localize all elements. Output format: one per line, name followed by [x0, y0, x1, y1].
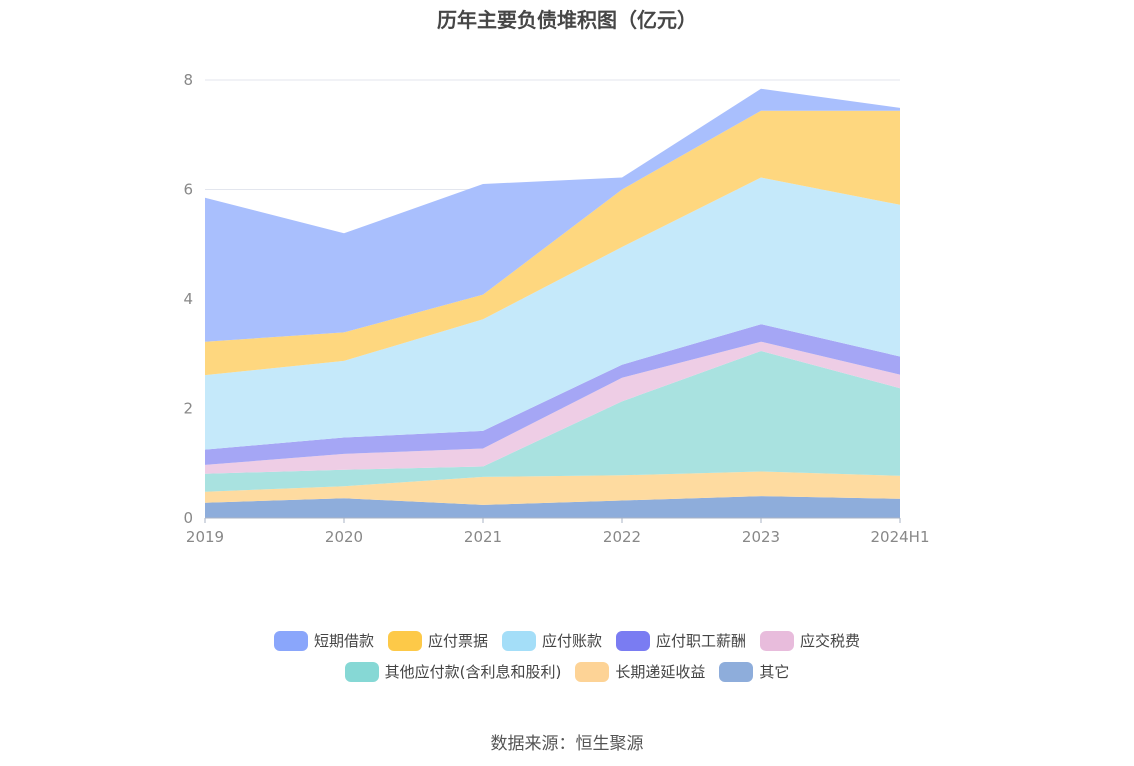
- legend-item[interactable]: 应付职工薪酬: [616, 630, 746, 651]
- legend-row: 短期借款 应付票据 应付账款 应付职工薪酬 应交税费: [0, 630, 1134, 651]
- area-series-5[interactable]: [205, 177, 900, 450]
- legend-label: 其他应付款(含利息和股利): [384, 663, 562, 681]
- legend-label: 应交税费: [800, 632, 861, 650]
- x-tick-label: 2019: [186, 528, 224, 546]
- x-axis: 2019 2020 2021 2022 2023 2024H1: [186, 517, 930, 546]
- legend-item[interactable]: 应交税费: [760, 630, 860, 651]
- legend-swatch: [387, 630, 422, 651]
- y-tick-label: 2: [183, 400, 193, 418]
- y-tick-label: 6: [183, 181, 193, 199]
- legend-item[interactable]: 其他应付款(含利息和股利): [344, 661, 562, 682]
- area-series-3[interactable]: [205, 341, 900, 474]
- y-tick-label: 0: [183, 509, 193, 527]
- legend-swatch: [616, 630, 650, 651]
- chart-legend: 短期借款 应付票据 应付账款 应付职工薪酬 应交税费 其他应付款(含利息和股利) 长期递延…: [0, 630, 1134, 692]
- legend-swatch: [501, 630, 536, 651]
- y-tick-label: 8: [183, 71, 193, 89]
- stacked-area-chart: 2019 2020 2021 2022 2023 2024H1 0 2 4 6 8: [183, 71, 930, 546]
- y-tick-label: 4: [183, 290, 193, 308]
- chart-title: 历年主要负债堆积图（亿元）: [437, 8, 697, 32]
- area-series-6[interactable]: [205, 110, 900, 376]
- legend-swatch: [575, 661, 610, 682]
- legend-item[interactable]: 短期借款: [273, 630, 374, 651]
- x-tick-label: 2021: [464, 528, 502, 546]
- x-tick-label: 2024H1: [871, 528, 930, 546]
- area-series-7[interactable]: [205, 88, 900, 342]
- legend-row: 其他应付款(含利息和股利) 长期递延收益 其它: [0, 661, 1134, 682]
- legend-swatch: [273, 630, 308, 651]
- legend-label: 应付账款: [541, 632, 602, 650]
- legend-label: 其它: [759, 663, 790, 681]
- y-axis: 0 2 4 6 8: [183, 71, 193, 527]
- legend-swatch: [344, 661, 379, 682]
- area-series-4[interactable]: [205, 324, 900, 465]
- x-tick-label: 2023: [742, 528, 780, 546]
- legend-label: 应付职工薪酬: [656, 632, 747, 650]
- x-tick-label: 2020: [325, 528, 363, 546]
- area-series-0[interactable]: [205, 496, 900, 518]
- legend-item[interactable]: 其它: [719, 661, 789, 682]
- x-tick-label: 2022: [603, 528, 641, 546]
- area-series-2[interactable]: [205, 351, 900, 492]
- legend-item[interactable]: 应付账款: [501, 630, 602, 651]
- legend-label: 短期借款: [313, 632, 374, 650]
- legend-swatch: [760, 630, 795, 651]
- legend-swatch: [719, 661, 754, 682]
- legend-label: 长期递延收益: [615, 663, 706, 681]
- legend-label: 应付票据: [427, 632, 488, 650]
- area-series: [205, 88, 900, 518]
- legend-item[interactable]: 长期递延收益: [575, 661, 705, 682]
- legend-item[interactable]: 应付票据: [387, 630, 488, 651]
- area-series-1[interactable]: [205, 471, 900, 505]
- data-source-note: 数据来源：恒生聚源: [490, 734, 644, 754]
